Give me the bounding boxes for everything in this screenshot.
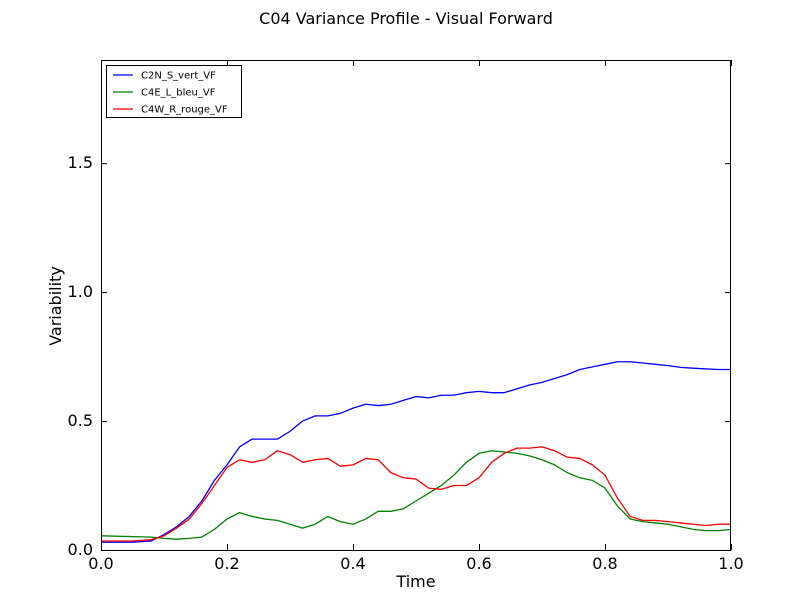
x-tick-label: 0.8	[592, 554, 617, 573]
series-layer	[100, 361, 732, 543]
legend: C2N_S_vert_VF C4E_L_bleu_VF C4W_R_rouge_VF	[106, 65, 242, 118]
y-axis-label: Variability	[46, 266, 65, 346]
series-line-1	[101, 361, 731, 543]
series-line-2	[100, 450, 732, 540]
series-line-3	[101, 446, 731, 542]
legend-label-1: C2N_S_vert_VF	[141, 71, 216, 82]
x-tick-label: 0.6	[466, 554, 491, 573]
legend-label-2: C4E_L_bleu_VF	[141, 88, 216, 99]
x-tick-label: 1.0	[718, 554, 743, 573]
x-tick-label: 0.0	[88, 554, 113, 573]
legend-items: C2N_S_vert_VF C4E_L_bleu_VF C4W_R_rouge_VF	[113, 71, 228, 116]
x-tick-label: 0.4	[340, 554, 365, 573]
legend-label-3: C4W_R_rouge_VF	[141, 105, 228, 116]
y-tick-label: 1.5	[68, 153, 93, 172]
y-tick-label: 0.0	[68, 540, 93, 559]
axes-frame	[101, 60, 731, 551]
plot-area: 0.0 0.2 0.4 0.6 0.8 1.0 0.0 0.5 1.0 1.5	[68, 60, 744, 573]
x-axis-label: Time	[395, 572, 435, 591]
chart-title: C04 Variance Profile - Visual Forward	[259, 9, 553, 28]
y-tick-label: 1.0	[68, 282, 93, 301]
y-tick-label: 0.5	[68, 411, 93, 430]
ticks-layer: 0.0 0.2 0.4 0.6 0.8 1.0 0.0 0.5 1.0 1.5	[68, 60, 744, 573]
x-tick-label: 0.2	[214, 554, 239, 573]
